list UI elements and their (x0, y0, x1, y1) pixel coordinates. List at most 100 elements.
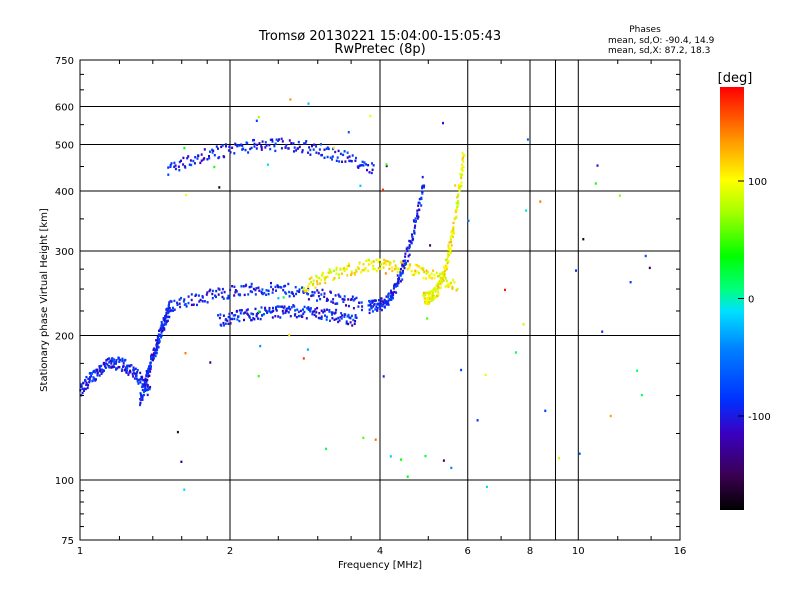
echo-point (375, 305, 378, 308)
echo-point (312, 282, 315, 286)
echo-point (81, 387, 84, 391)
echo-point (233, 294, 236, 297)
echo-point (368, 308, 371, 311)
echo-point (302, 290, 305, 293)
echo-point (169, 299, 172, 303)
echo-point (160, 329, 163, 332)
echo-point (287, 147, 290, 150)
echo-point (359, 184, 362, 187)
echo-point (456, 287, 459, 291)
echo-point (314, 308, 317, 311)
y-tick-label: 100 (55, 476, 74, 487)
echo-point (96, 368, 99, 371)
echo-point (349, 159, 352, 163)
y-tick-label: 750 (55, 56, 74, 67)
echo-point (392, 294, 395, 297)
echo-point (303, 290, 306, 293)
echo-point (140, 393, 143, 397)
echo-point (417, 201, 420, 204)
echo-point (302, 291, 305, 294)
echo-point (382, 375, 385, 378)
echo-point (432, 291, 434, 294)
echo-point (290, 306, 293, 309)
echo-point (345, 304, 347, 307)
echo-point (205, 293, 208, 296)
echo-point (163, 327, 166, 330)
y-tick-label: 300 (55, 247, 74, 258)
echo-point (157, 346, 160, 349)
echo-point (323, 295, 326, 298)
echo-point (121, 368, 124, 371)
echo-point (321, 153, 323, 157)
echo-point (257, 286, 260, 289)
echo-point (420, 197, 423, 201)
echo-point (344, 160, 347, 163)
echo-point (238, 294, 241, 297)
echo-point (309, 310, 312, 313)
echo-point (227, 322, 230, 325)
echo-point (220, 291, 223, 294)
echo-point (183, 298, 186, 301)
echo-point (409, 240, 412, 243)
echo-point (248, 285, 251, 289)
x-tick-label: 4 (377, 546, 383, 557)
echo-point (421, 186, 424, 190)
echo-point (427, 270, 429, 274)
echo-point (389, 455, 392, 458)
echo-point (190, 293, 193, 296)
echo-point (275, 138, 278, 141)
echo-point (141, 398, 144, 401)
echo-point (364, 267, 367, 270)
echo-point (327, 271, 330, 274)
echo-point (173, 299, 176, 303)
echo-point (301, 149, 304, 152)
echo-point (369, 114, 372, 118)
echo-point (454, 210, 457, 214)
echo-point (83, 389, 85, 392)
echo-point (331, 317, 334, 320)
echo-point (238, 319, 241, 323)
echo-point (160, 334, 163, 337)
echo-point (271, 316, 274, 319)
echo-point (332, 146, 335, 150)
echo-point (442, 279, 445, 282)
echo-point (211, 292, 214, 296)
echo-point (347, 313, 350, 317)
echo-point (396, 282, 399, 285)
echo-point (237, 315, 240, 318)
echo-point (382, 302, 385, 306)
echo-point (368, 311, 371, 315)
echo-point (133, 377, 136, 380)
echo-point (374, 308, 377, 311)
echo-point (200, 159, 203, 162)
echo-point (232, 314, 235, 317)
echo-point (127, 364, 130, 367)
echo-point (169, 164, 172, 167)
echo-point (274, 149, 277, 153)
echo-point (427, 291, 430, 295)
echo-point (167, 310, 170, 314)
echo-point (274, 285, 277, 289)
echo-point (168, 301, 171, 304)
echo-point (414, 272, 417, 275)
echo-point (178, 169, 181, 172)
echo-point (134, 367, 137, 370)
echo-point (235, 309, 238, 313)
echo-point (337, 320, 340, 324)
echo-point (233, 317, 236, 321)
echo-point (399, 271, 402, 274)
echo-point (147, 371, 150, 375)
echo-point (368, 258, 370, 262)
echo-point (261, 140, 264, 143)
echo-point (105, 359, 108, 362)
echo-point (218, 156, 221, 159)
echo-point (367, 269, 370, 273)
echo-point (435, 288, 438, 291)
echo-point (136, 371, 139, 374)
echo-point (203, 148, 206, 151)
echo-point (160, 322, 163, 325)
echo-point (263, 291, 266, 295)
echo-point (110, 366, 113, 369)
echo-point (154, 348, 157, 351)
echo-point (408, 266, 411, 269)
